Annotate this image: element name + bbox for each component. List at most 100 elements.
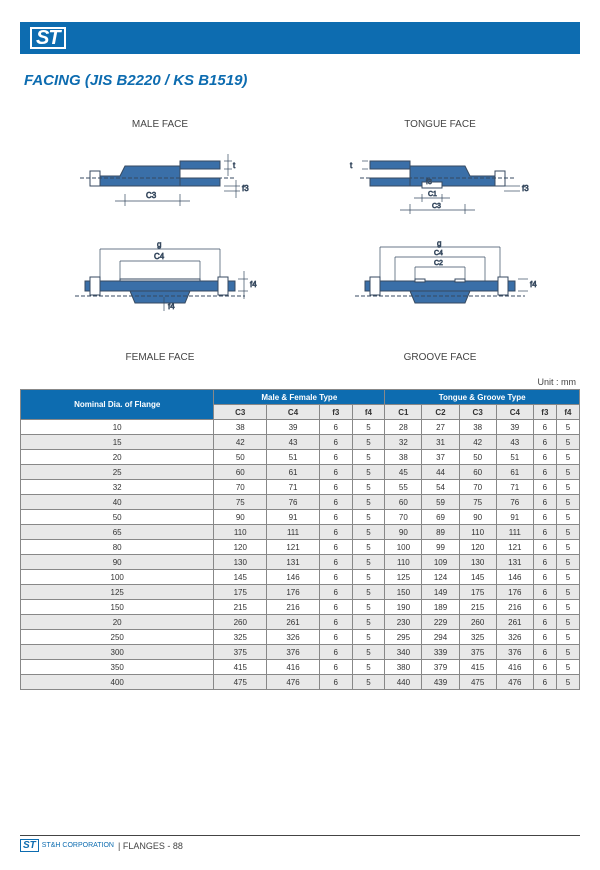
table-cell: 326 [267,630,320,645]
table-cell: 6 [319,585,352,600]
table-cell: 45 [385,465,422,480]
table-cell: 130 [214,555,267,570]
table-subcol: f3 [319,405,352,420]
table-cell: 110 [214,525,267,540]
table-cell: 80 [21,540,214,555]
table-cell: 415 [214,660,267,675]
table-cell: 76 [267,495,320,510]
svg-text:C2: C2 [434,260,443,267]
table-cell: 65 [21,525,214,540]
table-cell: 6 [533,420,556,435]
table-cell: 5 [556,420,579,435]
table-cell: 51 [496,450,533,465]
table-cell: 149 [422,585,459,600]
table-cell: 50 [214,450,267,465]
table-cell: 5 [556,645,579,660]
table-row: 407576656059757665 [21,495,580,510]
table-cell: 6 [319,645,352,660]
table-cell: 5 [556,570,579,585]
unit-label: Unit : mm [0,377,576,387]
table-cell: 6 [533,675,556,690]
table-cell: 120 [459,540,496,555]
table-cell: 90 [214,510,267,525]
table-cell: 91 [267,510,320,525]
table-cell: 6 [533,495,556,510]
table-cell: 27 [422,420,459,435]
table-cell: 55 [385,480,422,495]
table-cell: 69 [422,510,459,525]
table-subcol: f4 [556,405,579,420]
table-row: 80120121651009912012165 [21,540,580,555]
table-cell: 37 [422,450,459,465]
table-group1: Male & Female Type [214,390,385,405]
table-cell: 380 [385,660,422,675]
table-subcol: f3 [533,405,556,420]
table-row: 3504154166538037941541665 [21,660,580,675]
table-cell: 379 [422,660,459,675]
diagrams-area: MALE FACE t f3 [20,119,580,363]
table-cell: 6 [533,540,556,555]
table-cell: 216 [267,600,320,615]
table-cell: 42 [459,435,496,450]
table-cell: 39 [267,420,320,435]
table-cell: 145 [459,570,496,585]
table-cell: 5 [352,585,385,600]
table-cell: 146 [496,570,533,585]
table-cell: 190 [385,600,422,615]
table-cell: 6 [319,420,352,435]
table-subcol: f4 [352,405,385,420]
table-cell: 325 [214,630,267,645]
table-cell: 440 [385,675,422,690]
table-cell: 5 [352,660,385,675]
table-cell: 131 [267,555,320,570]
table-row: 205051653837505165 [21,450,580,465]
table-cell: 439 [422,675,459,690]
table-cell: 20 [21,615,214,630]
table-cell: 261 [496,615,533,630]
table-cell: 5 [352,570,385,585]
table-cell: 40 [21,495,214,510]
table-subcol: C2 [422,405,459,420]
table-cell: 75 [214,495,267,510]
diagram-left-col: MALE FACE t f3 [40,119,280,363]
table-cell: 261 [267,615,320,630]
svg-text:f3: f3 [522,184,529,193]
table-cell: 175 [459,585,496,600]
table-cell: 5 [556,495,579,510]
table-cell: 59 [422,495,459,510]
table-cell: 38 [459,420,496,435]
svg-text:g: g [157,241,161,249]
table-cell: 400 [21,675,214,690]
table-subcol: C3 [459,405,496,420]
table-cell: 6 [533,600,556,615]
table-cell: 111 [267,525,320,540]
svg-text:f4: f4 [250,280,257,289]
table-cell: 300 [21,645,214,660]
table-cell: 60 [385,495,422,510]
table-cell: 32 [21,480,214,495]
table-cell: 475 [459,675,496,690]
table-cell: 5 [556,555,579,570]
svg-text:f3: f3 [242,184,249,193]
table-cell: 6 [319,510,352,525]
table-cell: 6 [533,660,556,675]
svg-text:g: g [437,241,441,248]
table-row: 2503253266529529432532665 [21,630,580,645]
table-cell: 10 [21,420,214,435]
table-cell: 6 [533,645,556,660]
table-subcol: C3 [214,405,267,420]
table-row: 327071655554707165 [21,480,580,495]
table-cell: 376 [496,645,533,660]
table-cell: 376 [267,645,320,660]
table-cell: 121 [267,540,320,555]
svg-text:f4: f4 [530,280,537,289]
male-face-label: MALE FACE [40,119,280,130]
table-cell: 5 [352,675,385,690]
svg-text:C3: C3 [146,191,157,200]
table-cell: 5 [352,435,385,450]
tongue-face-label: TONGUE FACE [320,119,560,130]
table-cell: 6 [533,525,556,540]
table-row: 6511011165908911011165 [21,525,580,540]
table-cell: 70 [214,480,267,495]
table-row: 1001451466512512414514665 [21,570,580,585]
